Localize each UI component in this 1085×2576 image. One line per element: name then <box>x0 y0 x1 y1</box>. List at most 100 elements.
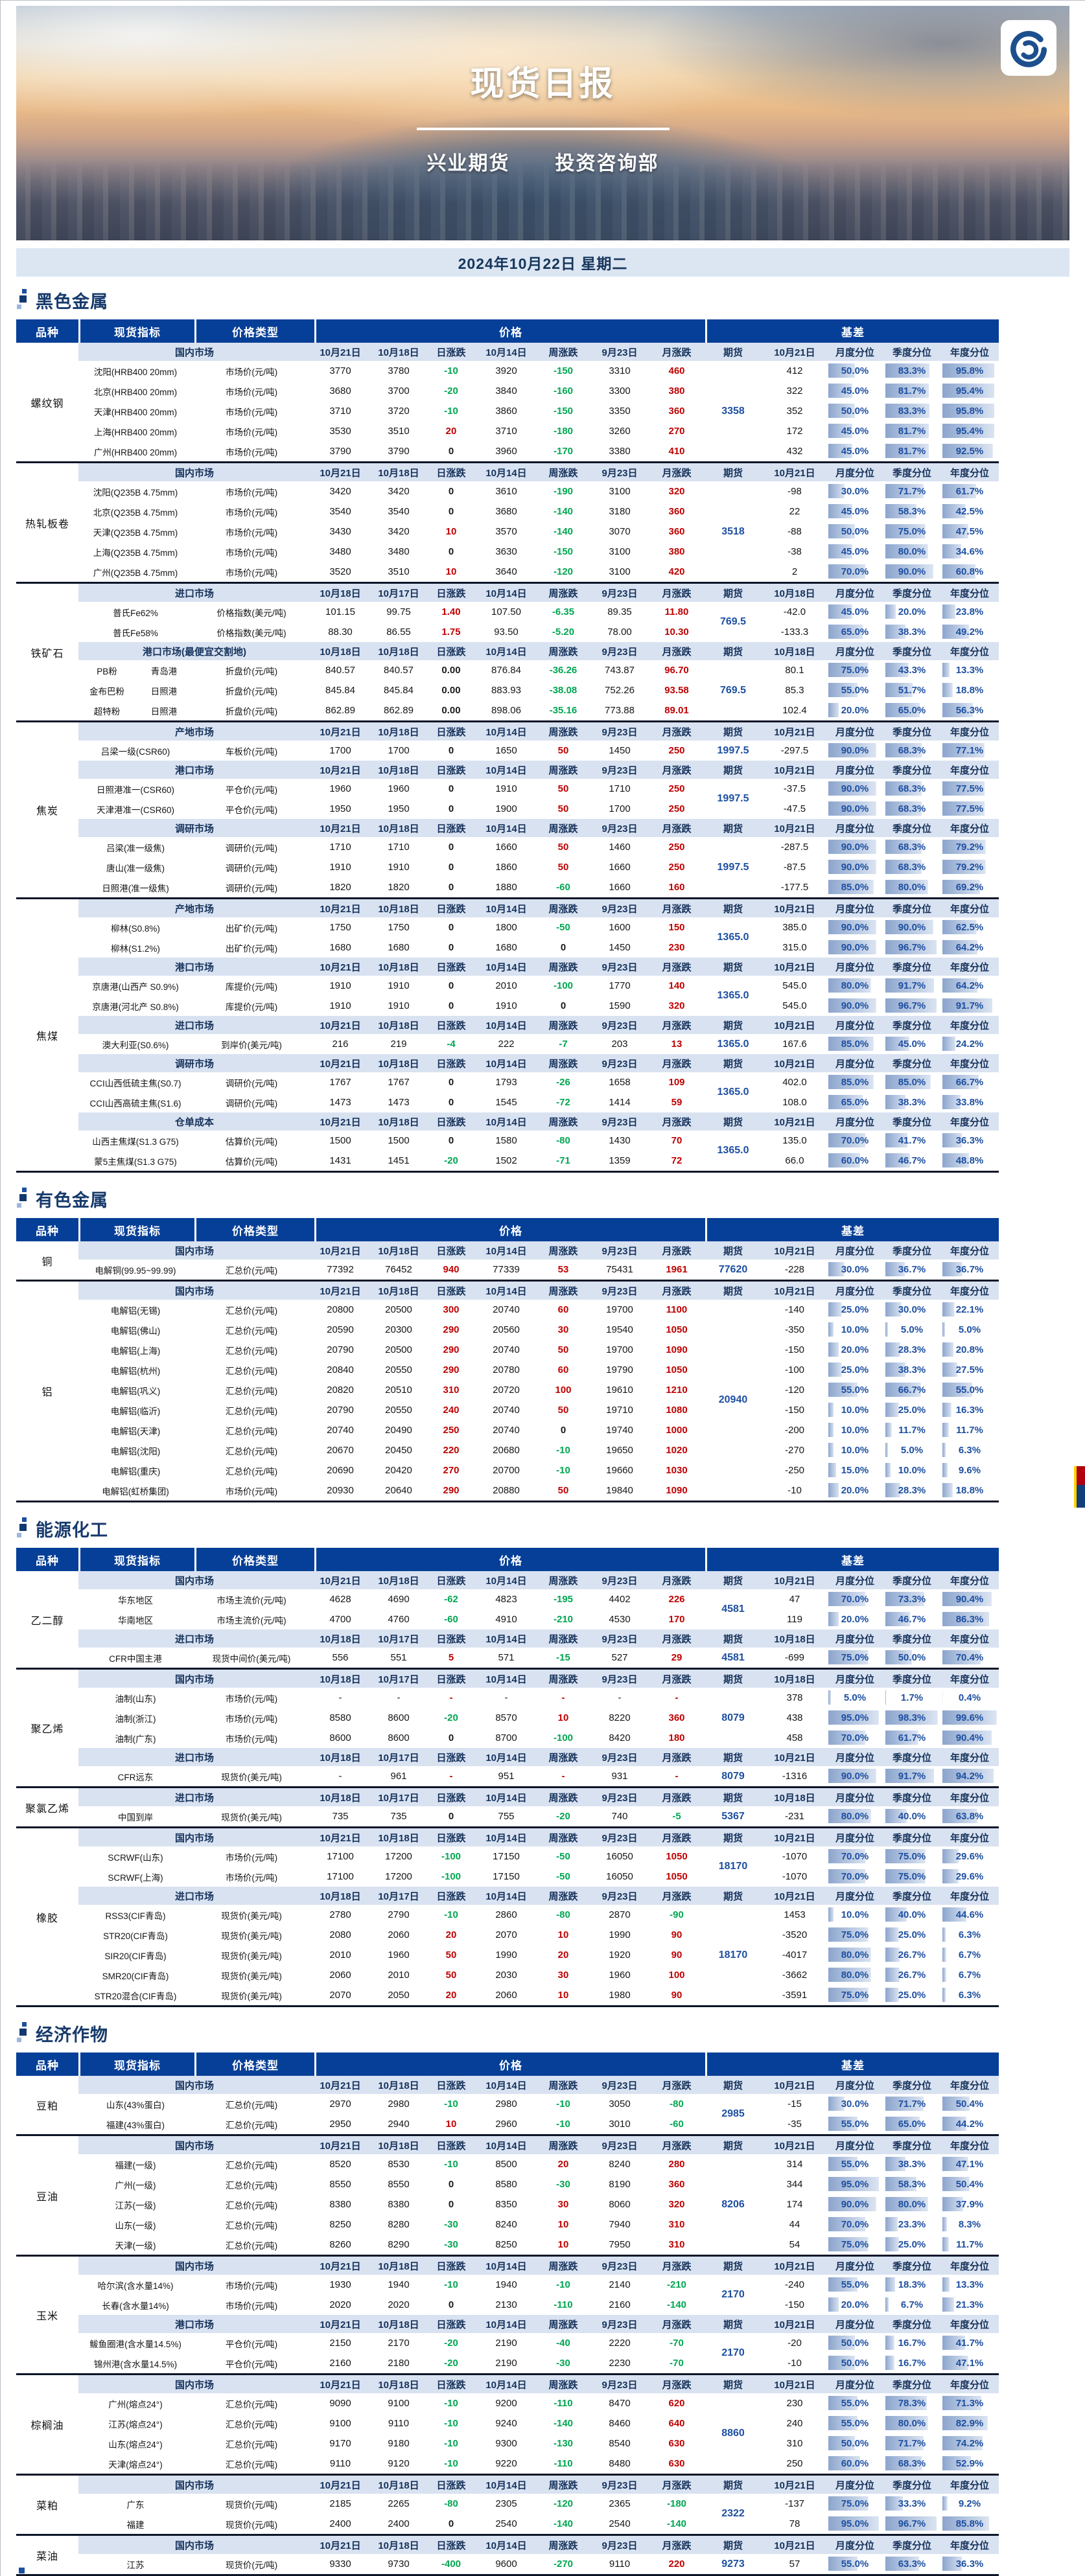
org-line: 兴业期货 投资咨询部 <box>16 147 1069 176</box>
monthly-change-cell: 160 <box>650 877 703 897</box>
price-cell: 1431 <box>310 1151 370 1171</box>
swirl-logo-icon <box>1010 30 1047 67</box>
date-col-header: 10月14日 <box>475 761 537 779</box>
price-cell: 20500 <box>370 1300 427 1320</box>
price-cell: 1700 <box>310 741 370 761</box>
indicator-cell: 山东(43%蛋白) <box>78 2094 192 2114</box>
market-block: 国内市场 10月21日 10月18日 日涨跌 10月14日 周涨跌 9月23日 月涨跌 期货 10… <box>78 1828 999 1887</box>
yearly-pct-cell: 6.3% <box>940 1985 999 2005</box>
variety-name: 棕榈油 <box>16 2375 78 2474</box>
daily-change-cell: 1.75 <box>427 622 475 642</box>
price-cell: 20790 <box>310 1400 370 1420</box>
price-cell: 20550 <box>370 1360 427 1380</box>
date-col-header: 10月18日 <box>310 1788 370 1806</box>
price-cell: 4823 <box>475 1589 537 1609</box>
monthly-pct-cell: 70.0% <box>826 1728 883 1748</box>
weekly-change-cell: -10 <box>537 1460 589 1480</box>
percentile-bar: 80.0% <box>885 879 939 896</box>
daily-change-cell: 0.00 <box>427 680 475 700</box>
monthly-change-header: 月涨跌 <box>650 958 703 976</box>
price-cell: 19650 <box>589 1440 650 1460</box>
yearly-pct-header: 年度分位 <box>940 642 999 660</box>
daily-change-cell: 0 <box>427 857 475 877</box>
percentile-bar: 90.0% <box>828 1767 881 1785</box>
percentile-bar: 41.7% <box>885 1132 939 1149</box>
yearly-pct-cell: 95.8% <box>940 361 999 381</box>
date-col-header: 10月17日 <box>370 1670 427 1688</box>
quarterly-pct-header: 季度分位 <box>883 1629 940 1648</box>
yearly-pct-cell: 56.3% <box>940 700 999 720</box>
monthly-change-cell: 72 <box>650 1151 703 1171</box>
price-type-cell: 汇总价(元/吨) <box>192 1360 310 1380</box>
price-cell: 17100 <box>310 1867 370 1887</box>
price-cell: 735 <box>310 1806 370 1826</box>
price-cell: 773.88 <box>589 700 650 720</box>
futures-cell: 4581 <box>703 1648 763 1668</box>
monthly-pct-cell: 80.0% <box>826 1806 883 1826</box>
percentile-bar: 90.0% <box>828 939 881 956</box>
date-col-header: 9月23日 <box>589 463 650 481</box>
price-type-cell: 折盘价(元/吨) <box>192 660 310 680</box>
price-cell: 89.35 <box>589 602 650 622</box>
yearly-pct-cell: 44.2% <box>940 2114 999 2134</box>
yearly-pct-cell: 33.8% <box>940 1092 999 1112</box>
price-cell: 3540 <box>370 501 427 522</box>
indicator-cell: 华南地区 <box>78 1609 192 1629</box>
market-block: 国内市场 10月21日 10月18日 日涨跌 10月14日 周涨跌 9月23日 月涨跌 期货 10… <box>78 2476 999 2534</box>
daily-change-cell: 290 <box>427 1480 475 1501</box>
monthly-pct-header: 月度分位 <box>826 1112 883 1131</box>
market-block: 国内市场 10月21日 10月18日 日涨跌 10月14日 周涨跌 9月23日 月涨跌 期货 10… <box>78 1282 999 1501</box>
quarterly-pct-cell: 40.0% <box>883 1806 940 1826</box>
percentile-bar: 1.7% <box>885 1689 939 1707</box>
price-type-cell: 市场价(元/吨) <box>192 1688 310 1708</box>
quarterly-pct-cell: 91.7% <box>883 1766 940 1786</box>
daily-change-cell: 0 <box>427 1806 475 1826</box>
yearly-pct-cell: 85.8% <box>940 2514 999 2534</box>
daily-change-header: 日涨跌 <box>427 2076 475 2094</box>
date-col-header: 10月18日 <box>370 2136 427 2154</box>
weekly-change-header: 周涨跌 <box>537 463 589 481</box>
yearly-pct-header: 年度分位 <box>940 2257 999 2275</box>
date-col-header: 10月14日 <box>475 1016 537 1034</box>
percentile-bar: 6.3% <box>942 1442 997 1459</box>
yearly-pct-cell: 49.2% <box>940 622 999 642</box>
quarterly-pct-header: 季度分位 <box>883 2536 940 2554</box>
market-block: 进口市场 10月18日 10月17日 日涨跌 10月14日 周涨跌 9月23日 月涨跌 期货 10… <box>78 1629 999 1668</box>
weekly-change-header: 周涨跌 <box>537 1670 589 1688</box>
price-cell: 2265 <box>370 2494 427 2514</box>
market-label: 国内市场 <box>78 2257 310 2275</box>
monthly-change-cell: 11.80 <box>650 602 703 622</box>
weekly-change-cell: 50 <box>537 799 589 819</box>
quarterly-pct-cell: 16.7% <box>883 2353 940 2373</box>
yearly-pct-cell: 47.1% <box>940 2353 999 2373</box>
percentile-bar: 27.5% <box>942 1361 997 1379</box>
percentile-bar: 70.4% <box>942 1649 997 1666</box>
date-col-header: 10月14日 <box>475 642 537 660</box>
price-cell: 19660 <box>589 1460 650 1480</box>
quarterly-pct-cell: 96.7% <box>883 2514 940 2534</box>
price-cell: 8550 <box>370 2174 427 2194</box>
percentile-bar: 6.7% <box>885 2296 939 2314</box>
indicator-cell: 天津(Q235B 4.75mm) <box>78 522 192 542</box>
date-col-header: 10月21日 <box>310 1016 370 1034</box>
price-cell: 3700 <box>370 381 427 401</box>
price-cell: 99.75 <box>370 602 427 622</box>
futures-header: 期货 <box>703 584 763 602</box>
quarterly-pct-cell: 58.3% <box>883 501 940 522</box>
price-cell: 1950 <box>370 799 427 819</box>
price-cell: 8520 <box>310 2154 370 2174</box>
weekly-change-cell: -120 <box>537 2494 589 2514</box>
percentile-bar: 85.0% <box>828 879 881 896</box>
indicator-cell: 鲅鱼圈港(含水量14.5%) <box>78 2333 192 2353</box>
percentile-bar: 95.0% <box>828 2176 881 2193</box>
quarterly-pct-cell: 83.3% <box>883 361 940 381</box>
yearly-pct-header: 年度分位 <box>940 1282 999 1300</box>
price-type-cell: 汇总价(元/吨) <box>192 2094 310 2114</box>
indicator-cell: SMR20(CIF青岛) <box>78 1965 192 1985</box>
monthly-change-cell: 29 <box>650 1648 703 1668</box>
percentile-bar: 61.7% <box>885 1729 939 1747</box>
monthly-pct-cell: 20.0% <box>826 1480 883 1501</box>
section-title: 能源化工 <box>16 1515 1069 1541</box>
price-type-cell: 汇总价(元/吨) <box>192 2393 310 2413</box>
quarterly-pct-cell: 25.0% <box>883 1925 940 1945</box>
